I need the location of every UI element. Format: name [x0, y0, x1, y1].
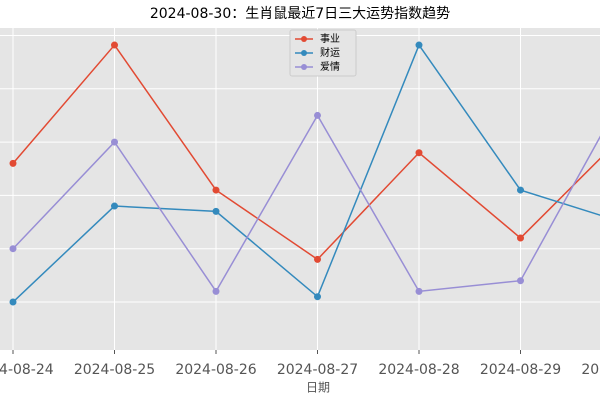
- x-tick-label: 2024-08-26: [175, 362, 256, 378]
- data-point: [314, 255, 321, 263]
- plot-background: [0, 28, 600, 350]
- legend-box: [289, 29, 357, 77]
- data-point: [212, 287, 220, 295]
- legend-label: 事业: [320, 32, 340, 45]
- data-point: [415, 149, 423, 157]
- data-point: [517, 277, 524, 285]
- legend-marker: [301, 50, 307, 56]
- x-tick-label: 2024-08-25: [74, 362, 155, 378]
- x-tick-label: 2024-08-27: [277, 362, 358, 378]
- data-point: [9, 245, 17, 253]
- data-point: [212, 186, 220, 194]
- x-tick-label: 2024-08-30: [581, 362, 600, 378]
- data-point: [314, 111, 321, 119]
- x-tick-label: 2024-08-24: [0, 362, 54, 378]
- x-axis-label: 日期: [306, 381, 330, 395]
- legend-label: 爱情: [320, 60, 340, 73]
- data-point: [415, 287, 423, 295]
- data-point: [517, 234, 524, 242]
- legend-label: 财运: [320, 46, 340, 59]
- legend-marker: [301, 64, 307, 70]
- data-point: [212, 207, 220, 215]
- data-point: [111, 202, 118, 210]
- x-tick-label: 2024-08-29: [480, 362, 561, 378]
- data-point: [111, 41, 118, 49]
- x-tick-label: 2024-08-28: [378, 362, 459, 378]
- chart-title: 2024-08-30：生肖鼠最近7日三大运势指数趋势: [150, 6, 450, 22]
- data-point: [517, 186, 524, 194]
- data-point: [9, 159, 17, 167]
- legend-marker: [301, 36, 307, 42]
- data-point: [415, 41, 423, 49]
- data-point: [111, 138, 118, 146]
- data-point: [9, 298, 17, 306]
- data-point: [314, 293, 321, 301]
